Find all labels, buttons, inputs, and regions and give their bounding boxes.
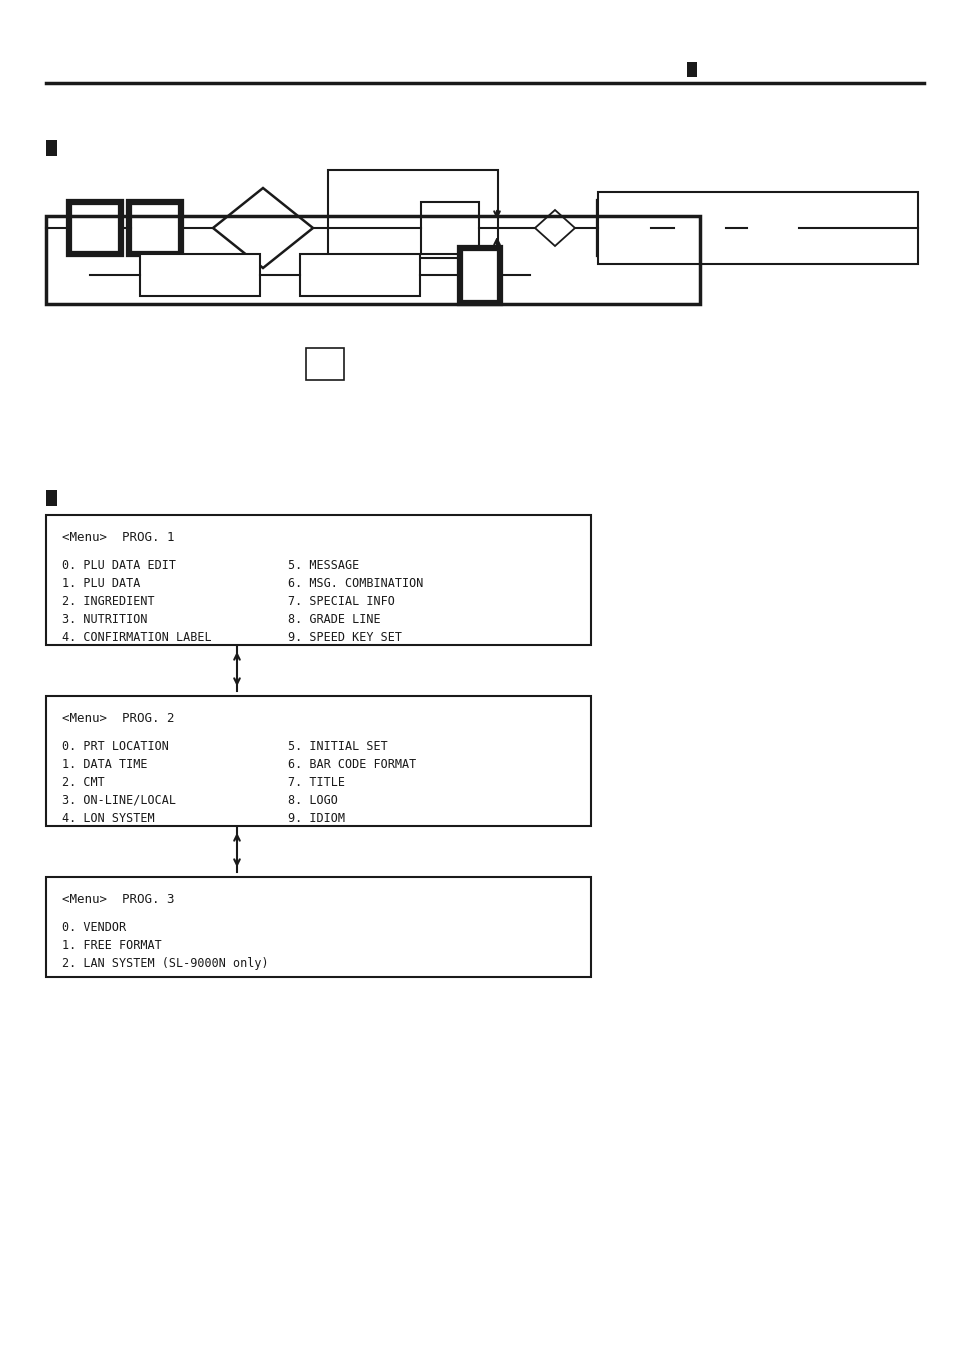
Bar [46, 515, 590, 644]
Text: 4. CONFIRMATION LABEL: 4. CONFIRMATION LABEL [62, 631, 212, 644]
Text: <Menu>  PROG. 1: <Menu> PROG. 1 [62, 531, 174, 545]
Text: 6. BAR CODE FORMAT: 6. BAR CODE FORMAT [288, 758, 416, 771]
Text: 1. FREE FORMAT: 1. FREE FORMAT [62, 940, 162, 952]
Bar [129, 202, 181, 253]
Text: 5. INITIAL SET: 5. INITIAL SET [288, 740, 387, 754]
Bar [306, 348, 344, 380]
Bar [598, 191, 917, 264]
Bar [746, 202, 799, 253]
Text: 3. ON-LINE/LOCAL: 3. ON-LINE/LOCAL [62, 794, 175, 807]
Text: 4. LON SYSTEM: 4. LON SYSTEM [62, 811, 154, 825]
Text: <Menu>  PROG. 3: <Menu> PROG. 3 [62, 892, 174, 906]
Text: <Menu>  PROG. 2: <Menu> PROG. 2 [62, 712, 174, 725]
Bar [598, 202, 650, 253]
Text: 1. PLU DATA: 1. PLU DATA [62, 577, 140, 590]
Bar [46, 140, 57, 156]
Bar [69, 202, 121, 253]
Polygon shape [535, 210, 575, 245]
Text: 3. NUTRITION: 3. NUTRITION [62, 613, 148, 625]
Text: 0. PLU DATA EDIT: 0. PLU DATA EDIT [62, 559, 175, 572]
Bar [328, 170, 497, 257]
Bar [140, 253, 260, 297]
Text: 9. IDIOM: 9. IDIOM [288, 811, 345, 825]
Bar [673, 202, 725, 253]
Text: 5. MESSAGE: 5. MESSAGE [288, 559, 359, 572]
Text: 2. INGREDIENT: 2. INGREDIENT [62, 594, 154, 608]
Bar [299, 253, 419, 297]
Text: 8. GRADE LINE: 8. GRADE LINE [288, 613, 380, 625]
Bar [420, 202, 478, 253]
Text: 6. MSG. COMBINATION: 6. MSG. COMBINATION [288, 577, 423, 590]
Text: 2. LAN SYSTEM (SL-9000N only): 2. LAN SYSTEM (SL-9000N only) [62, 957, 269, 971]
Text: 1. DATA TIME: 1. DATA TIME [62, 758, 148, 771]
Text: 0. PRT LOCATION: 0. PRT LOCATION [62, 740, 169, 754]
Text: 7. SPECIAL INFO: 7. SPECIAL INFO [288, 594, 395, 608]
Bar [459, 248, 499, 303]
Bar [686, 62, 697, 77]
Polygon shape [213, 187, 313, 268]
Bar [46, 491, 57, 506]
Text: 2. CMT: 2. CMT [62, 776, 105, 789]
Bar [46, 216, 700, 305]
Text: 0. VENDOR: 0. VENDOR [62, 921, 126, 934]
Text: 7. TITLE: 7. TITLE [288, 776, 345, 789]
Text: 9. SPEED KEY SET: 9. SPEED KEY SET [288, 631, 401, 644]
Bar [46, 878, 590, 977]
Bar [46, 696, 590, 826]
Text: 8. LOGO: 8. LOGO [288, 794, 337, 807]
